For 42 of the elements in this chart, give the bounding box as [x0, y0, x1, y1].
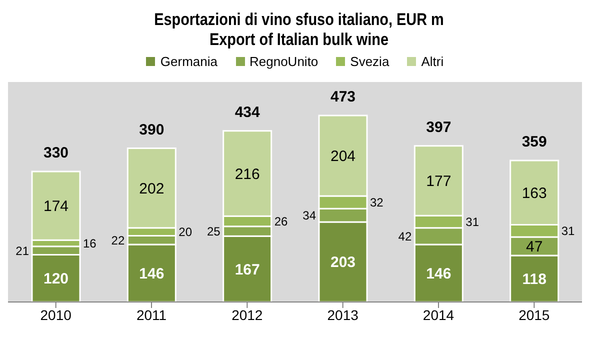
- data-label: 204: [330, 148, 356, 166]
- total-label: 390: [139, 121, 164, 138]
- data-label: 31: [466, 214, 480, 229]
- data-label: 34: [302, 208, 316, 222]
- chart-subtitle: Export of Italian bulk wine: [208, 30, 390, 50]
- data-label: 21: [16, 244, 30, 258]
- legend-label: Altri: [421, 54, 444, 69]
- data-label: 146: [426, 265, 452, 282]
- data-label: 25: [206, 224, 221, 238]
- chart-title: Esportazioni di vino sfuso italiano, EUR m: [153, 10, 445, 30]
- data-label: 26: [274, 214, 288, 228]
- data-label: 146: [139, 265, 164, 282]
- total-label: 330: [43, 144, 69, 162]
- total-label: 473: [330, 88, 356, 106]
- total-label: 359: [522, 133, 547, 150]
- x-tick-label: 2010: [40, 306, 72, 323]
- data-label: 163: [522, 184, 547, 202]
- data-label: 22: [111, 233, 125, 248]
- data-label: 16: [83, 236, 97, 250]
- data-label: 42: [398, 229, 412, 244]
- x-tick-label: 2014: [422, 306, 454, 323]
- x-tick-label: 2012: [232, 306, 263, 323]
- total-label: 434: [234, 104, 260, 121]
- data-label: 120: [43, 270, 69, 288]
- legend-label: Germania: [160, 54, 218, 69]
- data-label: 31: [561, 224, 576, 238]
- data-label: 47: [526, 238, 543, 256]
- x-tick-label: 2015: [518, 306, 550, 323]
- data-label: 177: [426, 173, 452, 190]
- data-label: 32: [370, 195, 384, 210]
- x-tick-label: 2011: [136, 306, 167, 323]
- data-label: 216: [234, 166, 260, 183]
- data-label: 203: [330, 254, 356, 272]
- data-label: 118: [522, 270, 546, 288]
- data-label: 20: [178, 225, 192, 240]
- data-label: 174: [43, 198, 69, 216]
- legend-label: RegnoUnito: [250, 54, 318, 69]
- data-label: 202: [139, 180, 164, 198]
- x-tick-label: 2013: [327, 306, 359, 323]
- data-label: 167: [234, 261, 260, 278]
- total-label: 397: [426, 118, 452, 136]
- legend-label: Svezia: [350, 54, 390, 69]
